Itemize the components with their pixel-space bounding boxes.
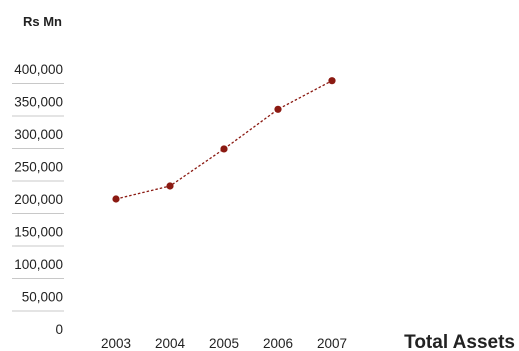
y-tick-label: 0 — [55, 322, 63, 337]
y-tick-label: 100,000 — [14, 257, 63, 272]
x-tick-label: 2003 — [101, 336, 131, 351]
x-tick-label: 2006 — [263, 336, 293, 351]
y-tick-label: 300,000 — [14, 127, 63, 142]
y-axis-unit-label: Rs Mn — [23, 14, 62, 29]
y-tick-label: 350,000 — [14, 95, 63, 110]
series-total-assets — [112, 77, 336, 203]
y-tick-label: 400,000 — [14, 62, 63, 77]
y-tick-label: 150,000 — [14, 225, 63, 240]
x-tick-label: 2004 — [155, 336, 186, 351]
data-point — [220, 145, 228, 153]
y-axis: 0 50,000 100,000 150,000 200,000 250,000 300,0… — [12, 62, 64, 337]
x-tick-label: 2005 — [209, 336, 239, 351]
data-point — [112, 195, 120, 203]
series-line — [115, 80, 333, 200]
chart-title: Total Assets — [404, 332, 515, 351]
data-point — [328, 77, 336, 85]
data-point — [166, 182, 174, 190]
x-tick-label: 2007 — [317, 336, 347, 351]
x-axis: 2003 2004 2005 2006 2007 — [101, 336, 347, 351]
y-tick-label: 250,000 — [14, 160, 63, 175]
y-tick-label: 50,000 — [22, 290, 63, 305]
data-point — [274, 105, 282, 113]
y-tick-label: 200,000 — [14, 192, 63, 207]
